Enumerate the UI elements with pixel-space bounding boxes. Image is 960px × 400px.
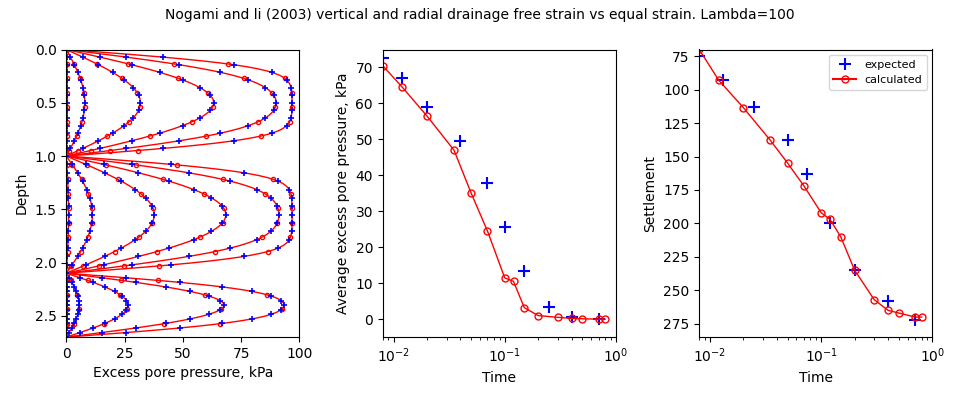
Y-axis label: Average excess pore pressure, kPa: Average excess pore pressure, kPa: [336, 72, 349, 314]
Y-axis label: Depth: Depth: [15, 172, 29, 214]
Legend: expected, calculated: expected, calculated: [829, 55, 926, 90]
X-axis label: Excess pore pressure, kPa: Excess pore pressure, kPa: [93, 366, 273, 380]
Y-axis label: Settlement: Settlement: [643, 155, 658, 232]
X-axis label: Time: Time: [482, 371, 516, 385]
X-axis label: Time: Time: [799, 371, 832, 385]
Text: Nogami and li (2003) vertical and radial drainage free strain vs equal strain. L: Nogami and li (2003) vertical and radial…: [165, 8, 795, 22]
